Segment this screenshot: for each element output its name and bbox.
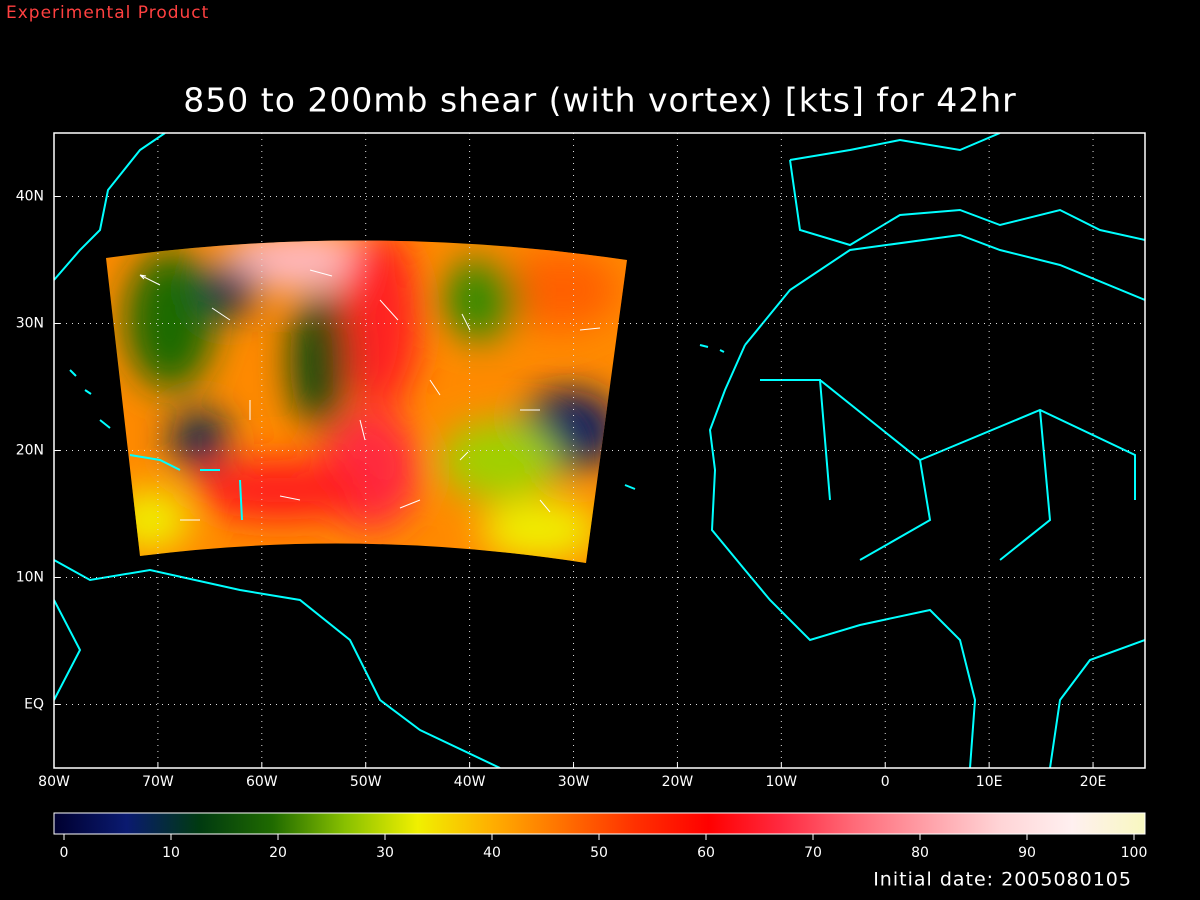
footer: Initial date: 2005080105 [873, 869, 1132, 891]
colorbar-label: 90 [1018, 845, 1036, 861]
wind-arrows [139, 269, 601, 521]
x-tick-label: 50W [350, 774, 382, 790]
colorbar-label: 100 [1121, 845, 1148, 861]
x-tick-label: 40W [454, 774, 486, 790]
colorbar-label: 50 [590, 845, 608, 861]
grid [53, 133, 1145, 768]
y-tick-label: 30N [16, 316, 44, 332]
colorbar-label: 10 [162, 845, 180, 861]
shear-field [106, 240, 627, 563]
plot-frame [53, 132, 1146, 769]
map-layer [54, 133, 1145, 768]
colorbar-label: 70 [804, 845, 822, 861]
x-tick-label: 10E [976, 774, 1003, 790]
y-tick-label: EQ [24, 697, 44, 713]
colorbar-label: 30 [376, 845, 394, 861]
x-tick-label: 20W [662, 774, 694, 790]
colorbar: 0 10 20 30 40 50 60 70 80 90 100 [53, 812, 1148, 861]
colorbar-label: 80 [911, 845, 929, 861]
x-tick-label: 70W [142, 774, 174, 790]
x-tick-label: 20E [1080, 774, 1107, 790]
y-tick-label: 20N [16, 443, 44, 459]
x-tick-label: 80W [38, 774, 70, 790]
x-tick-label: 10W [765, 774, 797, 790]
colorbar-label: 40 [483, 845, 501, 861]
colorbar-label: 0 [60, 845, 69, 861]
x-tick-label: 30W [558, 774, 590, 790]
watermark: Experimental Product [6, 3, 209, 23]
colorbar-label: 20 [269, 845, 287, 861]
coastlines [54, 133, 1145, 768]
y-tick-label: 10N [16, 570, 44, 586]
colorbar-label: 60 [697, 845, 715, 861]
chart-title: 850 to 200mb shear (with vortex) [kts] f… [183, 81, 1016, 120]
x-tick-label: 60W [246, 774, 278, 790]
colorbar-fill [53, 812, 1146, 835]
x-tick-label: 0 [881, 774, 890, 790]
y-tick-label: 40N [16, 189, 44, 205]
